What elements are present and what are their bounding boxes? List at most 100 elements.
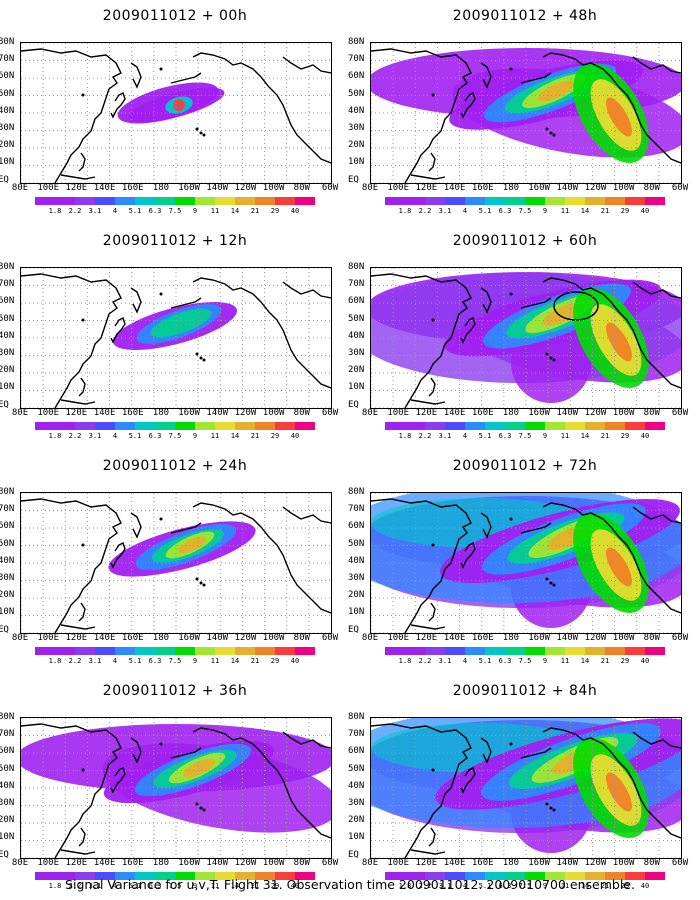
colorbar: [35, 872, 315, 880]
longitude-label: 100E: [387, 633, 410, 643]
coastline: [428, 602, 436, 622]
longitude-label: 100E: [387, 183, 410, 193]
coastline: [371, 723, 472, 858]
colorbar-label: 9: [542, 432, 548, 440]
coastline: [520, 522, 552, 534]
latitude-label: 70N: [348, 54, 365, 65]
colorbar-label: 11: [560, 657, 570, 665]
colorbar-label: 14: [230, 432, 240, 440]
colorbar-label: 3.1: [88, 882, 102, 890]
coastline: [542, 502, 681, 614]
latitude-label: 80N: [0, 712, 15, 722]
coastline: [130, 512, 142, 539]
colorbar-swatch: [405, 647, 425, 655]
colorbar: [385, 872, 665, 880]
longitude-label: 120E: [65, 858, 88, 868]
latitude-label: 10N: [348, 832, 365, 843]
coastline: [21, 498, 122, 633]
longitude-label: 60W: [671, 183, 689, 193]
longitude-label: 140E: [93, 858, 116, 868]
colorbar-labels: 1.8 2.2 3.1 4 5.1 6.3 7.5 9 11 14 21 29 40: [385, 433, 665, 441]
latitude-label: EQ: [0, 399, 9, 410]
coastline: [78, 827, 86, 847]
island: [159, 67, 163, 71]
colorbar-label: 5.1: [478, 657, 492, 665]
longitude-label: 120E: [65, 633, 88, 643]
colorbar-label: 3.1: [438, 207, 452, 215]
latitude-label: 30N: [0, 798, 15, 808]
map-area: [20, 717, 332, 859]
longitude-label: 60W: [671, 633, 689, 643]
longitude-label: 60W: [671, 858, 689, 868]
coastline: [632, 506, 681, 524]
coastline: [460, 317, 476, 344]
colorbar-swatch: [295, 197, 315, 205]
colorbar-swatch: [625, 647, 645, 655]
latitude-label: 60N: [0, 71, 15, 82]
colorbar-labels: 1.8 2.2 3.1 4 5.1 6.3 7.5 9 11 14 21 29 40: [35, 433, 315, 441]
colorbar-swatch: [235, 872, 255, 880]
colorbar-swatch: [445, 422, 465, 430]
island: [199, 131, 203, 135]
colorbar-label: 3.1: [88, 657, 102, 665]
colorbar-swatch: [645, 647, 665, 655]
colorbar-swatch: [585, 872, 605, 880]
longitude-label: 160W: [178, 633, 200, 643]
coastline: [130, 737, 142, 764]
latitude-label: 10N: [0, 157, 15, 168]
longitude-label: 100W: [262, 858, 285, 868]
colorbar-labels: 1.8 2.2 3.1 4 5.1 6.3 7.5 9 11 14 21 29 40: [385, 658, 665, 666]
longitude-label: 160W: [178, 408, 200, 418]
colorbar-label: 5.1: [128, 207, 142, 215]
colorbar-swatch: [95, 872, 115, 880]
map-area: [20, 267, 332, 409]
longitude-label: 140E: [443, 858, 466, 868]
variance-contour: [178, 536, 206, 554]
longitude-label: 160E: [471, 183, 494, 193]
map-svg: [21, 718, 331, 858]
island: [195, 352, 199, 356]
longitude-label: 80W: [293, 633, 310, 643]
colorbar-label: 2.2: [418, 882, 432, 890]
coastline: [542, 52, 681, 164]
latitude-label: 10N: [348, 607, 365, 618]
latitude-label: 30N: [0, 123, 15, 133]
colorbar-label: 6.3: [498, 657, 512, 665]
longitude-label: 140W: [556, 183, 579, 193]
latitude-label: 80N: [0, 487, 15, 497]
colorbar-label: 4: [462, 207, 468, 215]
colorbar-label: 7.5: [168, 432, 182, 440]
colorbar-swatch: [645, 197, 665, 205]
latitude-label: 60N: [348, 296, 365, 307]
longitude-label: 160W: [178, 183, 200, 193]
colorbar-label: 29: [620, 657, 630, 665]
colorbar-swatch: [295, 422, 315, 430]
longitude-label: 180: [502, 858, 520, 868]
colorbar-label: 29: [270, 657, 280, 665]
variance-contour: [542, 302, 584, 326]
longitude-label: 60W: [671, 408, 689, 418]
latitude-label: 40N: [0, 555, 15, 566]
coastline: [410, 849, 446, 855]
colorbar-swatch: [545, 422, 565, 430]
island: [545, 127, 549, 131]
longitude-label: 100E: [387, 858, 410, 868]
colorbar-swatch: [405, 422, 425, 430]
island: [431, 768, 435, 772]
coastline: [110, 317, 126, 344]
variance-contour: [606, 97, 632, 137]
colorbar-swatch: [195, 647, 215, 655]
longitude-label: 140W: [206, 858, 229, 868]
island: [552, 808, 556, 812]
colorbar-swatch: [75, 197, 95, 205]
latitude-label: 60N: [348, 521, 365, 532]
coastline: [60, 849, 96, 855]
colorbar-label: 14: [230, 657, 240, 665]
coastline: [520, 72, 552, 84]
colorbar-swatch: [625, 422, 645, 430]
latitude-label: 80N: [0, 37, 15, 47]
longitude-label: 120E: [415, 183, 438, 193]
coastline: [192, 52, 331, 164]
colorbar-label: 9: [192, 207, 198, 215]
coastline: [480, 287, 492, 314]
